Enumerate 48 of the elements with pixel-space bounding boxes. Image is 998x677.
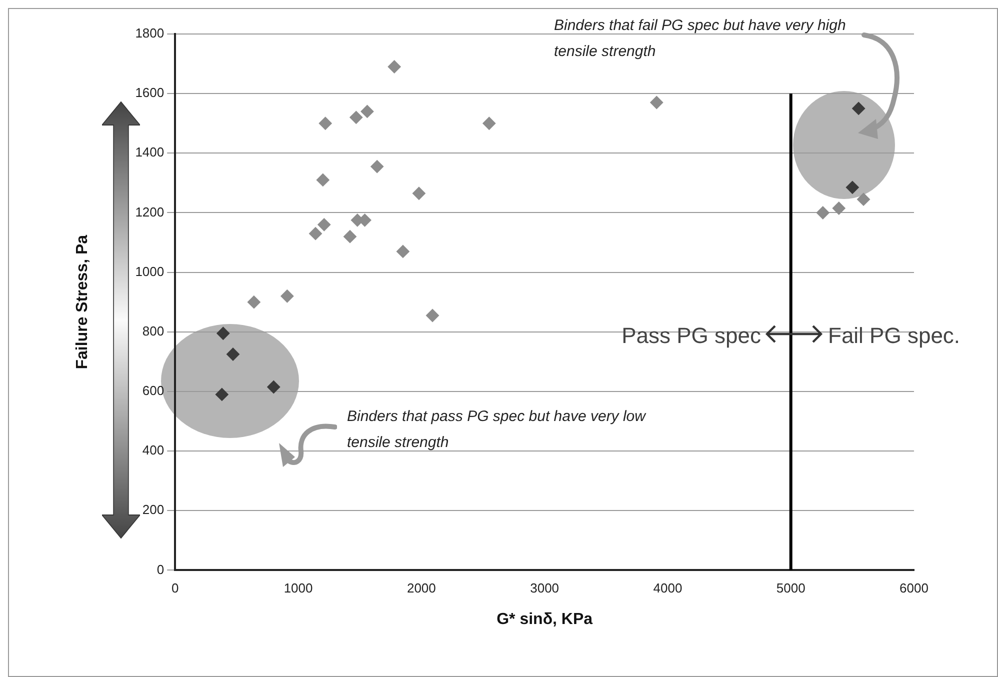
point bbox=[318, 218, 331, 232]
point bbox=[309, 227, 322, 240]
y-tick-label: 1400 bbox=[135, 144, 164, 160]
point bbox=[280, 290, 294, 303]
point bbox=[215, 388, 228, 401]
point bbox=[247, 296, 260, 309]
point bbox=[360, 104, 374, 118]
x-tick-label: 1000 bbox=[284, 580, 313, 596]
y-tick-label: 400 bbox=[142, 442, 164, 458]
point bbox=[316, 173, 330, 186]
point bbox=[226, 348, 240, 361]
y-tick-label: 1000 bbox=[135, 264, 164, 279]
x-tick-label: 5000 bbox=[776, 580, 806, 596]
point bbox=[816, 206, 830, 220]
x-tick-label: 0 bbox=[172, 580, 179, 596]
point bbox=[412, 186, 426, 200]
point bbox=[216, 326, 230, 340]
y-tick-label: 1800 bbox=[135, 26, 164, 41]
y-tick-label: 0 bbox=[156, 562, 164, 577]
x-tick-label: 4000 bbox=[653, 580, 682, 596]
point bbox=[370, 160, 384, 174]
y-tick-label: 600 bbox=[142, 383, 164, 398]
point bbox=[267, 380, 280, 394]
point bbox=[832, 202, 846, 215]
annotation: Binders that fail PG spec but have very high tensile strength bbox=[554, 16, 847, 62]
point bbox=[857, 192, 870, 206]
x-tick-label: 3000 bbox=[530, 580, 560, 596]
point bbox=[396, 244, 410, 258]
annotation: Pass PG spec bbox=[620, 322, 761, 350]
y-tick-label: 200 bbox=[142, 502, 164, 518]
x-tick-label: 6000 bbox=[900, 580, 928, 596]
point bbox=[426, 309, 439, 322]
point bbox=[482, 116, 496, 130]
point bbox=[388, 60, 401, 74]
point bbox=[343, 230, 356, 244]
y-tick-label: 1200 bbox=[135, 204, 164, 220]
y-tick-label: 800 bbox=[142, 323, 164, 338]
y-tick-label: 1600 bbox=[135, 85, 164, 100]
x-tick-label: 2000 bbox=[406, 580, 436, 596]
annotation: Binders that pass PG spec but have very low tensile strength bbox=[347, 407, 647, 454]
point bbox=[852, 102, 866, 115]
point bbox=[318, 116, 332, 130]
point bbox=[846, 180, 859, 194]
annotation: Fail PG spec. bbox=[828, 322, 962, 350]
y-axis-title: Failure Stress, Pa bbox=[74, 234, 92, 370]
point bbox=[350, 110, 363, 124]
x-axis-title: G* sinδ, KPa bbox=[496, 610, 593, 628]
point bbox=[650, 96, 664, 110]
